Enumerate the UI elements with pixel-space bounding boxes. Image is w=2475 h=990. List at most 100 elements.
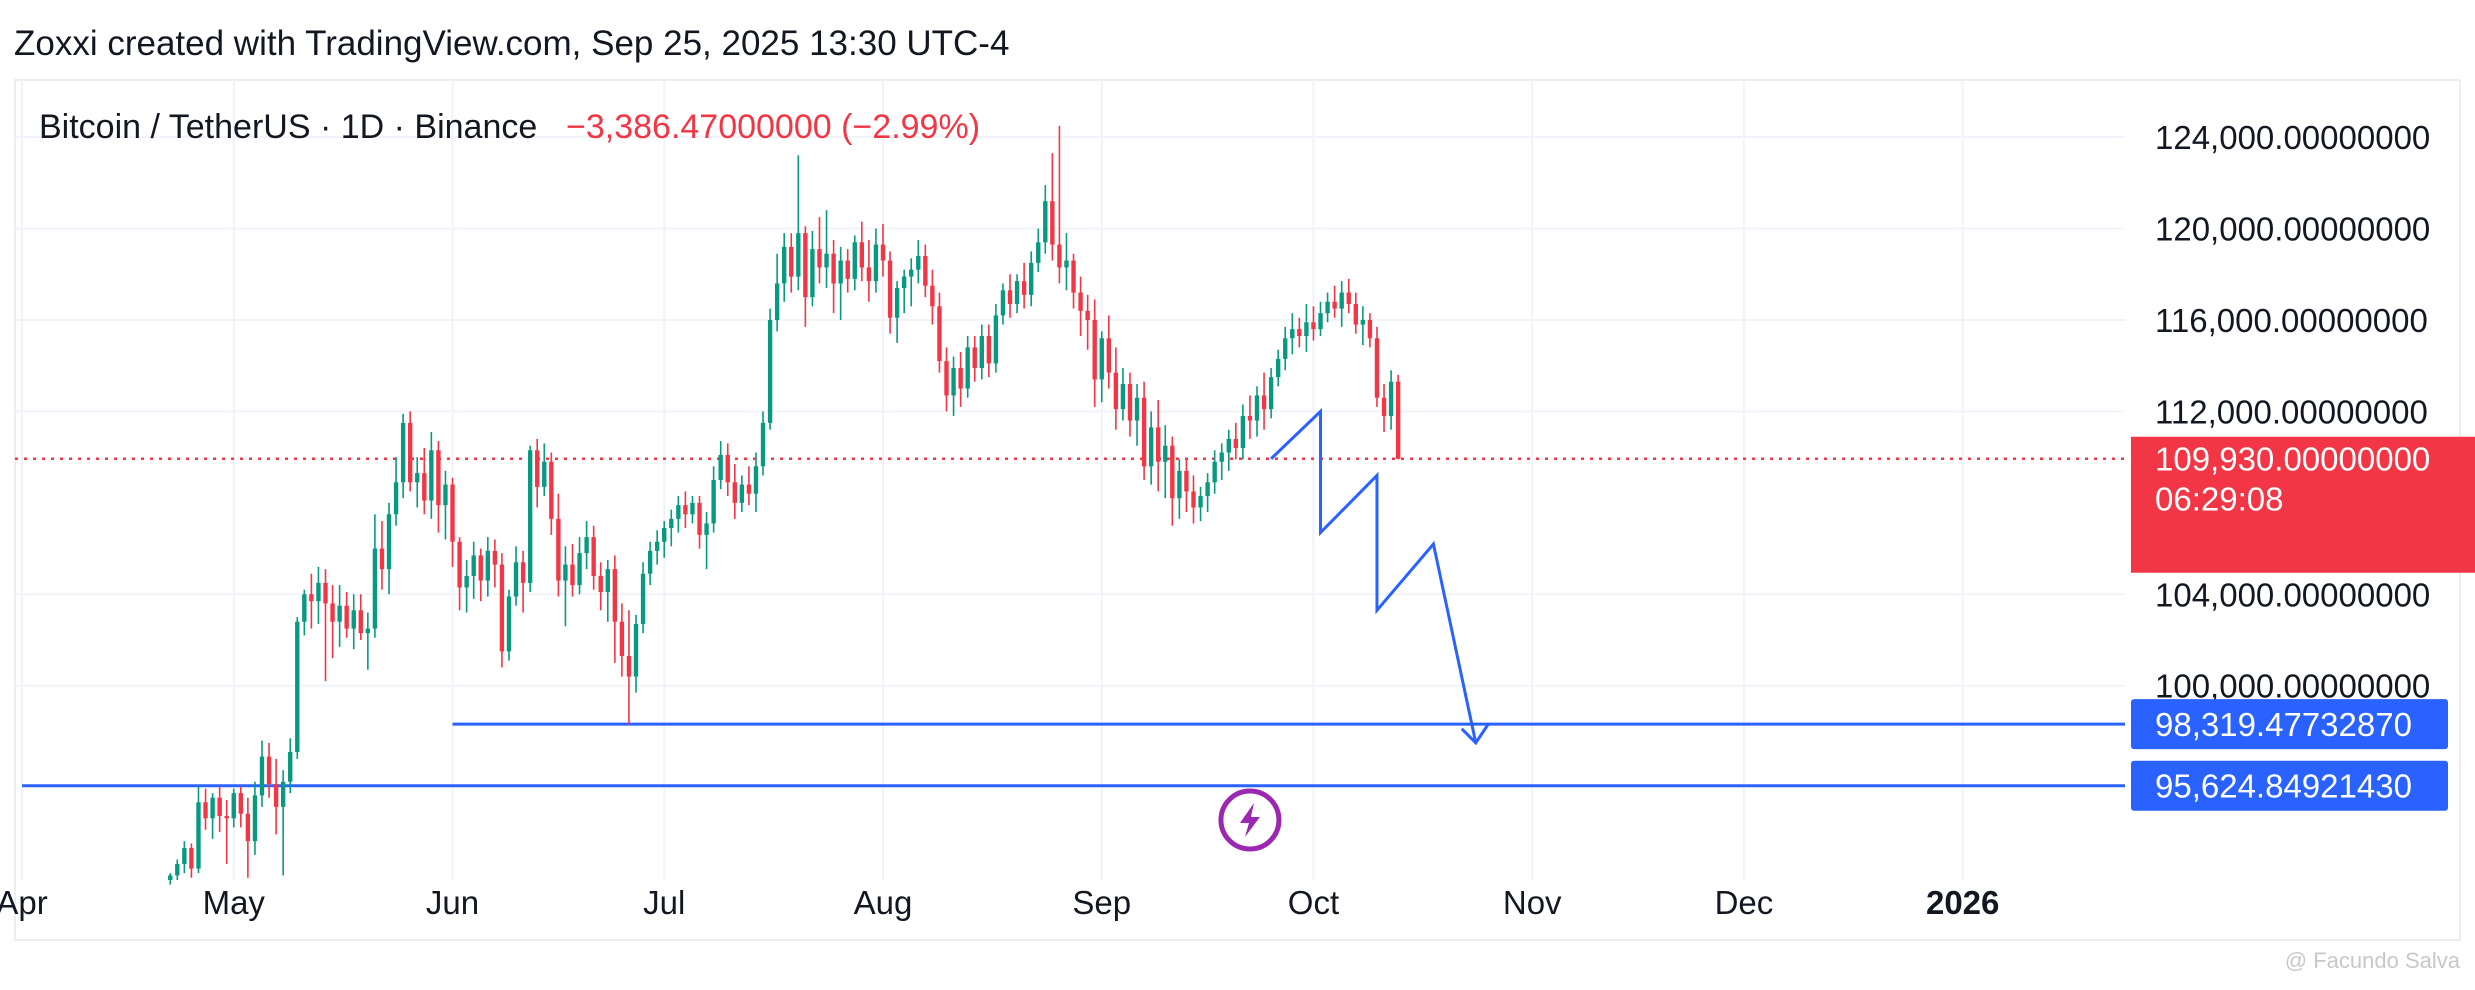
candle bbox=[556, 493, 561, 597]
candle-body bbox=[824, 253, 829, 268]
candle bbox=[400, 413, 406, 499]
candle-body bbox=[1014, 281, 1020, 304]
candle-body bbox=[422, 473, 427, 501]
candle bbox=[168, 873, 173, 885]
candle bbox=[210, 793, 215, 839]
candle bbox=[774, 253, 780, 332]
candle-body bbox=[1127, 384, 1133, 421]
candle-body bbox=[542, 461, 547, 487]
candle-body bbox=[873, 244, 879, 282]
candle-body bbox=[407, 422, 413, 483]
candle-body bbox=[718, 454, 723, 480]
candle bbox=[838, 246, 843, 320]
candle-body bbox=[1388, 381, 1394, 416]
candle bbox=[1043, 185, 1048, 254]
level-lower-badge: 95,624.84921430 bbox=[2131, 760, 2448, 811]
candle bbox=[1311, 306, 1316, 341]
candle bbox=[901, 269, 907, 314]
candle bbox=[1325, 292, 1330, 323]
candle bbox=[506, 589, 512, 661]
x-tick-label: May bbox=[203, 884, 266, 921]
candle-body bbox=[739, 484, 745, 503]
candle-body bbox=[591, 537, 596, 576]
candle bbox=[1290, 313, 1295, 355]
candle-body bbox=[478, 555, 483, 581]
candle bbox=[344, 592, 349, 638]
watermark: @ Facundo Salva bbox=[2285, 948, 2461, 973]
candle-body bbox=[527, 450, 533, 583]
x-tick-label: Apr bbox=[0, 884, 48, 921]
candle-body bbox=[1219, 452, 1224, 462]
candle-body bbox=[323, 582, 328, 604]
candle bbox=[372, 514, 378, 638]
candle bbox=[457, 537, 462, 611]
candle-body bbox=[1148, 427, 1154, 467]
candle bbox=[1170, 436, 1175, 526]
candle-body bbox=[471, 555, 476, 576]
candle-body bbox=[358, 610, 363, 634]
candle bbox=[923, 244, 928, 298]
level-lower-value: 95,624.84921430 bbox=[2155, 768, 2412, 805]
candle bbox=[436, 441, 441, 533]
y-tick-label: 100,000.00000000 bbox=[2155, 668, 2430, 705]
candle-body bbox=[1021, 281, 1027, 295]
candle-body bbox=[1268, 377, 1274, 410]
projection-path[interactable] bbox=[1270, 407, 1478, 744]
candle bbox=[1085, 294, 1090, 350]
candle-body bbox=[316, 582, 321, 602]
candle bbox=[873, 228, 879, 293]
candle-body bbox=[288, 752, 293, 782]
candle bbox=[549, 452, 554, 535]
candle-body bbox=[1099, 338, 1104, 380]
candle-body bbox=[605, 569, 610, 592]
candle bbox=[1268, 368, 1274, 419]
candle bbox=[1261, 372, 1267, 430]
candle bbox=[316, 566, 321, 624]
candle bbox=[676, 496, 681, 533]
candle bbox=[993, 304, 999, 373]
candle-body bbox=[1325, 301, 1330, 314]
candle bbox=[563, 546, 568, 627]
candle-body bbox=[379, 548, 385, 570]
candle bbox=[1156, 400, 1161, 492]
candle-body bbox=[443, 484, 448, 506]
candle bbox=[916, 240, 921, 284]
candle bbox=[1127, 372, 1133, 437]
candle-body bbox=[1360, 320, 1366, 325]
candle bbox=[1050, 153, 1055, 261]
candle-body bbox=[1057, 244, 1062, 268]
candle-body bbox=[337, 605, 342, 622]
candle-body bbox=[760, 422, 766, 467]
candle bbox=[633, 614, 639, 693]
candle bbox=[1141, 381, 1147, 480]
candle-body bbox=[732, 482, 737, 503]
candle-body bbox=[302, 594, 307, 622]
candle-body bbox=[224, 816, 229, 819]
candle bbox=[647, 541, 653, 586]
candle-body bbox=[901, 276, 907, 288]
candle bbox=[951, 356, 956, 416]
candle-body bbox=[196, 802, 201, 869]
candle-body bbox=[1339, 292, 1344, 309]
candle-body bbox=[1141, 397, 1147, 467]
candle-body bbox=[654, 541, 660, 551]
candle bbox=[958, 352, 963, 407]
candle-body bbox=[1064, 260, 1069, 268]
projection-arrowhead bbox=[1460, 724, 1490, 746]
candle-body bbox=[245, 813, 251, 842]
candle-body bbox=[1156, 427, 1161, 462]
candle-body bbox=[436, 450, 441, 506]
candle bbox=[1374, 326, 1380, 407]
candle bbox=[1198, 486, 1203, 522]
candle bbox=[273, 758, 279, 835]
lightning-bolt-icon[interactable] bbox=[1218, 788, 1282, 852]
candle bbox=[732, 464, 737, 519]
candle bbox=[972, 336, 977, 382]
candle bbox=[1360, 306, 1366, 346]
candle bbox=[422, 448, 427, 515]
horizontal-levels[interactable] bbox=[22, 722, 2125, 788]
candle bbox=[1071, 253, 1076, 309]
candle bbox=[577, 537, 582, 595]
candle-body bbox=[570, 564, 575, 586]
